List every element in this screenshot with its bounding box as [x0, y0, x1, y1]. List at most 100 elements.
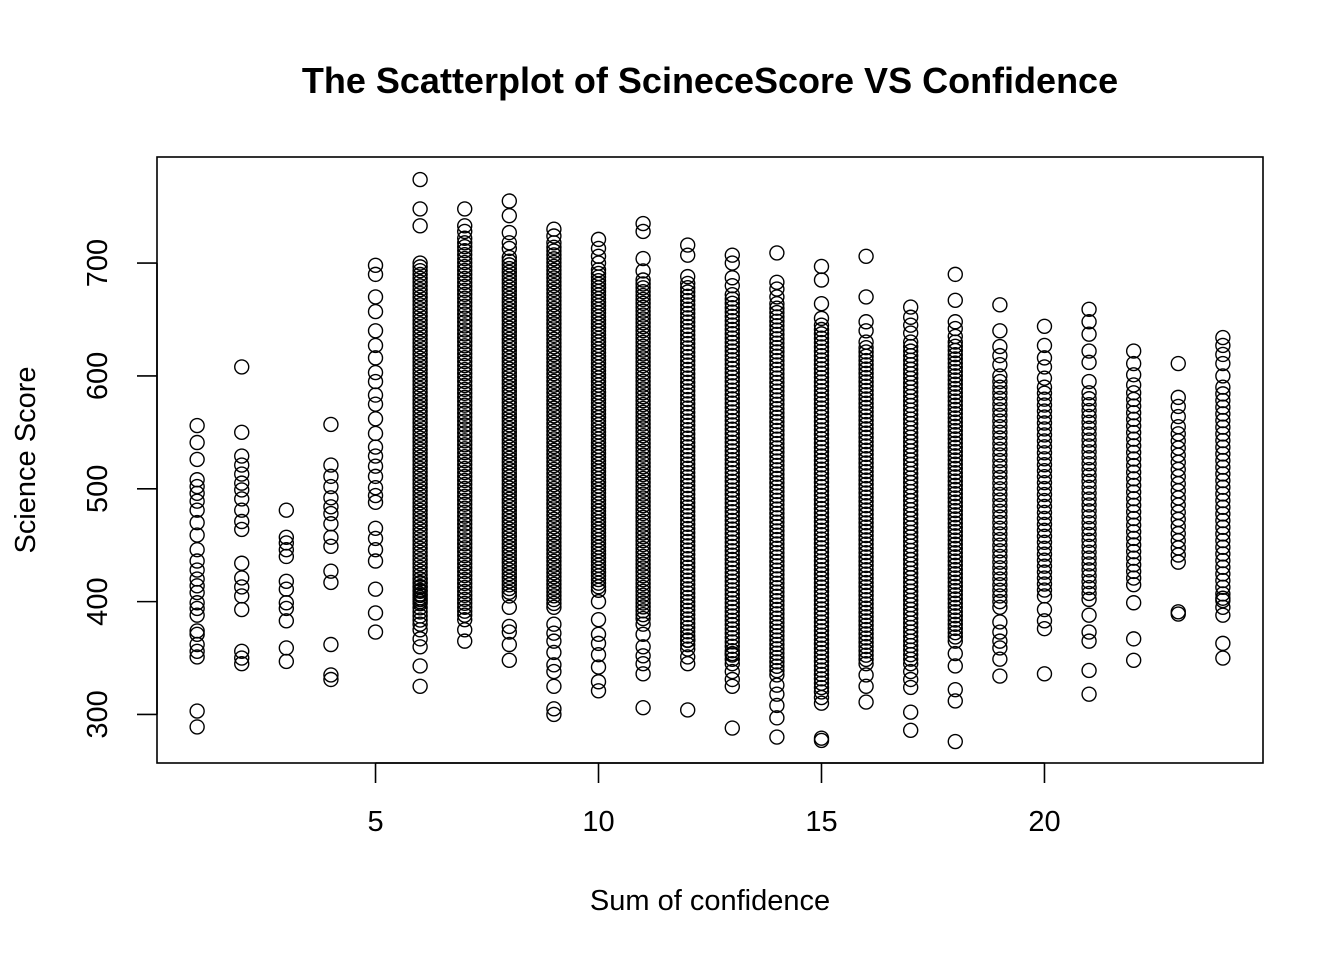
data-point	[367, 350, 384, 366]
data-point	[412, 282, 428, 298]
data-point	[457, 633, 473, 649]
data-point	[234, 475, 250, 491]
data-point	[234, 491, 250, 507]
data-point	[546, 377, 562, 393]
x-tick-label: 15	[805, 806, 837, 838]
data-point	[412, 533, 428, 549]
data-point	[590, 248, 607, 265]
data-point	[992, 379, 1008, 395]
data-point	[635, 544, 651, 561]
data-point	[724, 586, 740, 602]
data-point	[457, 575, 473, 592]
data-point	[858, 638, 874, 655]
data-point	[858, 510, 874, 527]
data-point	[412, 365, 428, 382]
data-point	[501, 472, 518, 489]
data-point	[1036, 457, 1053, 473]
data-point	[947, 566, 963, 582]
data-point	[457, 587, 473, 604]
data-point	[635, 560, 651, 576]
data-point	[680, 247, 696, 263]
data-point	[501, 417, 518, 433]
data-point	[457, 334, 473, 350]
data-point	[1081, 432, 1097, 448]
data-point	[858, 583, 874, 599]
data-point	[367, 411, 384, 427]
data-point	[501, 525, 518, 541]
data-point	[680, 520, 696, 537]
data-point	[412, 540, 428, 557]
data-point	[947, 355, 963, 371]
data-point	[1125, 471, 1142, 487]
data-point	[412, 460, 428, 477]
data-point	[457, 369, 473, 386]
data-point	[546, 277, 562, 294]
data-point	[635, 334, 651, 350]
data-point	[457, 603, 473, 619]
data-point	[412, 426, 428, 442]
data-point	[367, 530, 384, 547]
data-point	[1125, 490, 1142, 507]
data-point	[635, 326, 651, 343]
data-point	[813, 483, 830, 499]
data-point	[635, 400, 651, 417]
data-point	[1125, 451, 1142, 467]
data-point	[501, 476, 518, 493]
data-point	[457, 452, 473, 469]
data-point	[323, 468, 339, 485]
data-point	[234, 502, 250, 518]
data-point	[992, 402, 1008, 418]
data-point	[769, 427, 785, 443]
data-point	[546, 549, 562, 566]
data-point	[635, 420, 651, 436]
data-point	[546, 461, 562, 478]
data-point	[769, 623, 785, 640]
data-point	[680, 421, 696, 438]
data-point	[724, 547, 740, 563]
data-point	[858, 630, 874, 646]
data-point	[858, 647, 874, 663]
data-point	[813, 365, 830, 381]
data-point	[724, 638, 740, 655]
data-point	[635, 513, 651, 529]
data-point	[1036, 576, 1053, 592]
data-point	[457, 306, 473, 322]
data-point	[680, 702, 696, 718]
data-point	[367, 425, 384, 442]
data-point	[1125, 631, 1142, 647]
data-point	[457, 326, 473, 342]
data-point	[278, 640, 295, 656]
data-point	[769, 610, 785, 626]
data-point	[1081, 686, 1097, 702]
data-point	[680, 374, 696, 391]
data-point	[457, 270, 473, 287]
data-point	[813, 649, 830, 665]
data-point	[724, 347, 740, 364]
data-point	[457, 611, 473, 628]
data-point	[858, 438, 874, 454]
data-point	[947, 570, 963, 586]
data-point	[769, 475, 785, 491]
data-point	[323, 505, 339, 522]
data-point	[680, 400, 696, 416]
data-point	[813, 387, 830, 403]
data-point	[1036, 439, 1053, 455]
data-point	[858, 600, 874, 616]
data-point	[813, 435, 830, 451]
data-point	[501, 543, 518, 560]
y-tick-label: 500	[82, 465, 114, 513]
data-point	[412, 639, 428, 655]
data-point	[234, 466, 250, 482]
data-point	[457, 239, 473, 255]
data-point	[546, 221, 562, 237]
data-point	[323, 490, 339, 506]
data-point	[813, 631, 830, 648]
data-point	[501, 235, 518, 251]
data-point	[323, 574, 339, 591]
data-point	[546, 522, 562, 539]
data-point	[769, 518, 785, 535]
data-point	[457, 282, 473, 299]
data-point	[813, 500, 830, 517]
data-point	[813, 588, 830, 604]
data-point	[680, 611, 696, 627]
